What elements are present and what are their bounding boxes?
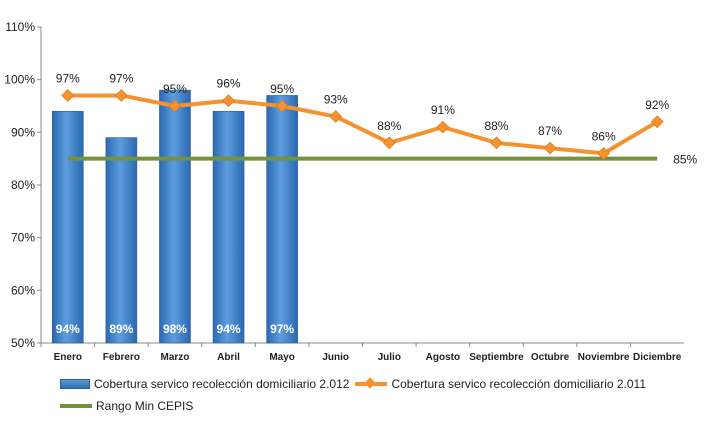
line-2011-label: 95% (163, 82, 187, 96)
line-2011-label: 96% (217, 77, 241, 91)
line-2011-label: 88% (484, 119, 508, 133)
legend: Cobertura servico recolección domiciliar… (60, 373, 652, 417)
line-2011-label: 91% (431, 103, 455, 117)
legend-item-2011: Cobertura servico recolección domiciliar… (355, 377, 646, 391)
line-2011-label: 95% (270, 82, 294, 96)
y-tick-label: 50% (11, 336, 35, 350)
legend-label-2011: Cobertura servico recolección domiciliar… (391, 377, 647, 391)
x-tick-label: Noviembre (578, 352, 630, 363)
line-2011-point (275, 99, 289, 113)
line-2011-label: 93% (324, 93, 348, 107)
x-tick-label: Agosto (426, 352, 460, 363)
legend-label-cepis: Rango Min CEPIS (96, 399, 194, 413)
line-2011-label: 86% (592, 129, 616, 143)
chart: 50% 60% 70% 80% 90% 100% 110% Enero Febrero Marzo… (4, 20, 697, 363)
line-2011-point (436, 120, 450, 134)
line-2011-point (382, 136, 396, 150)
y-tick-label: 70% (11, 231, 35, 245)
bar (105, 137, 138, 344)
legend-bar-swatch (60, 379, 90, 389)
line-2011-point (650, 115, 664, 129)
bar (51, 110, 84, 344)
y-tick-label: 100% (4, 73, 35, 87)
line-2011-label: 97% (109, 71, 133, 85)
line-2011-point (543, 141, 557, 155)
x-tick-label: Enero (54, 352, 82, 363)
line-2011-label: 87% (538, 124, 562, 138)
x-tick-label: Febrero (103, 352, 140, 363)
x-tick-label: Abril (217, 352, 240, 363)
bar-label: 94% (56, 322, 80, 336)
y-tick-label: 80% (11, 178, 35, 192)
line-2011-point (114, 89, 128, 102)
line-2011-point (222, 94, 235, 108)
line-2011 (67, 93, 659, 156)
line-2011-point (61, 89, 75, 102)
x-tick-label: Diciembre (633, 352, 682, 363)
bar (159, 89, 191, 344)
line-2011-label: 92% (645, 98, 669, 112)
bar-label: 94% (217, 322, 241, 336)
legend-label-2012: Cobertura servico recolección domiciliar… (94, 377, 350, 391)
bar (266, 95, 298, 344)
line-2011-label: 97% (56, 71, 80, 85)
legend-item-2012: Cobertura servico recolección domiciliar… (60, 377, 349, 391)
x-tick-label: Julio (378, 352, 401, 363)
legend-green-swatch (60, 404, 92, 408)
x-tick-label: Marzo (161, 352, 190, 363)
y-tick-label: 90% (11, 125, 35, 139)
line-2011-label: 88% (377, 119, 401, 133)
x-tick-label: Mayo (269, 352, 295, 363)
x-tick-label: Junio (322, 352, 349, 363)
line-2011-point (168, 99, 182, 113)
y-tick-label: 110% (5, 20, 35, 34)
line-2011-point (490, 136, 503, 150)
cepis-label: 85% (673, 153, 697, 167)
legend-line-swatch (355, 379, 388, 389)
x-tick-label: Octubre (531, 352, 570, 363)
bar-label: 89% (109, 322, 133, 336)
y-tick-label: 60% (11, 283, 35, 297)
line-2011-point (329, 110, 343, 123)
legend-item-cepis: Rango Min CEPIS (60, 399, 193, 413)
bar (212, 110, 245, 344)
bar-label: 97% (270, 322, 294, 336)
bar-label: 98% (163, 322, 187, 336)
line-2011-point (597, 146, 611, 160)
x-tick-label: Septiembre (469, 352, 524, 363)
